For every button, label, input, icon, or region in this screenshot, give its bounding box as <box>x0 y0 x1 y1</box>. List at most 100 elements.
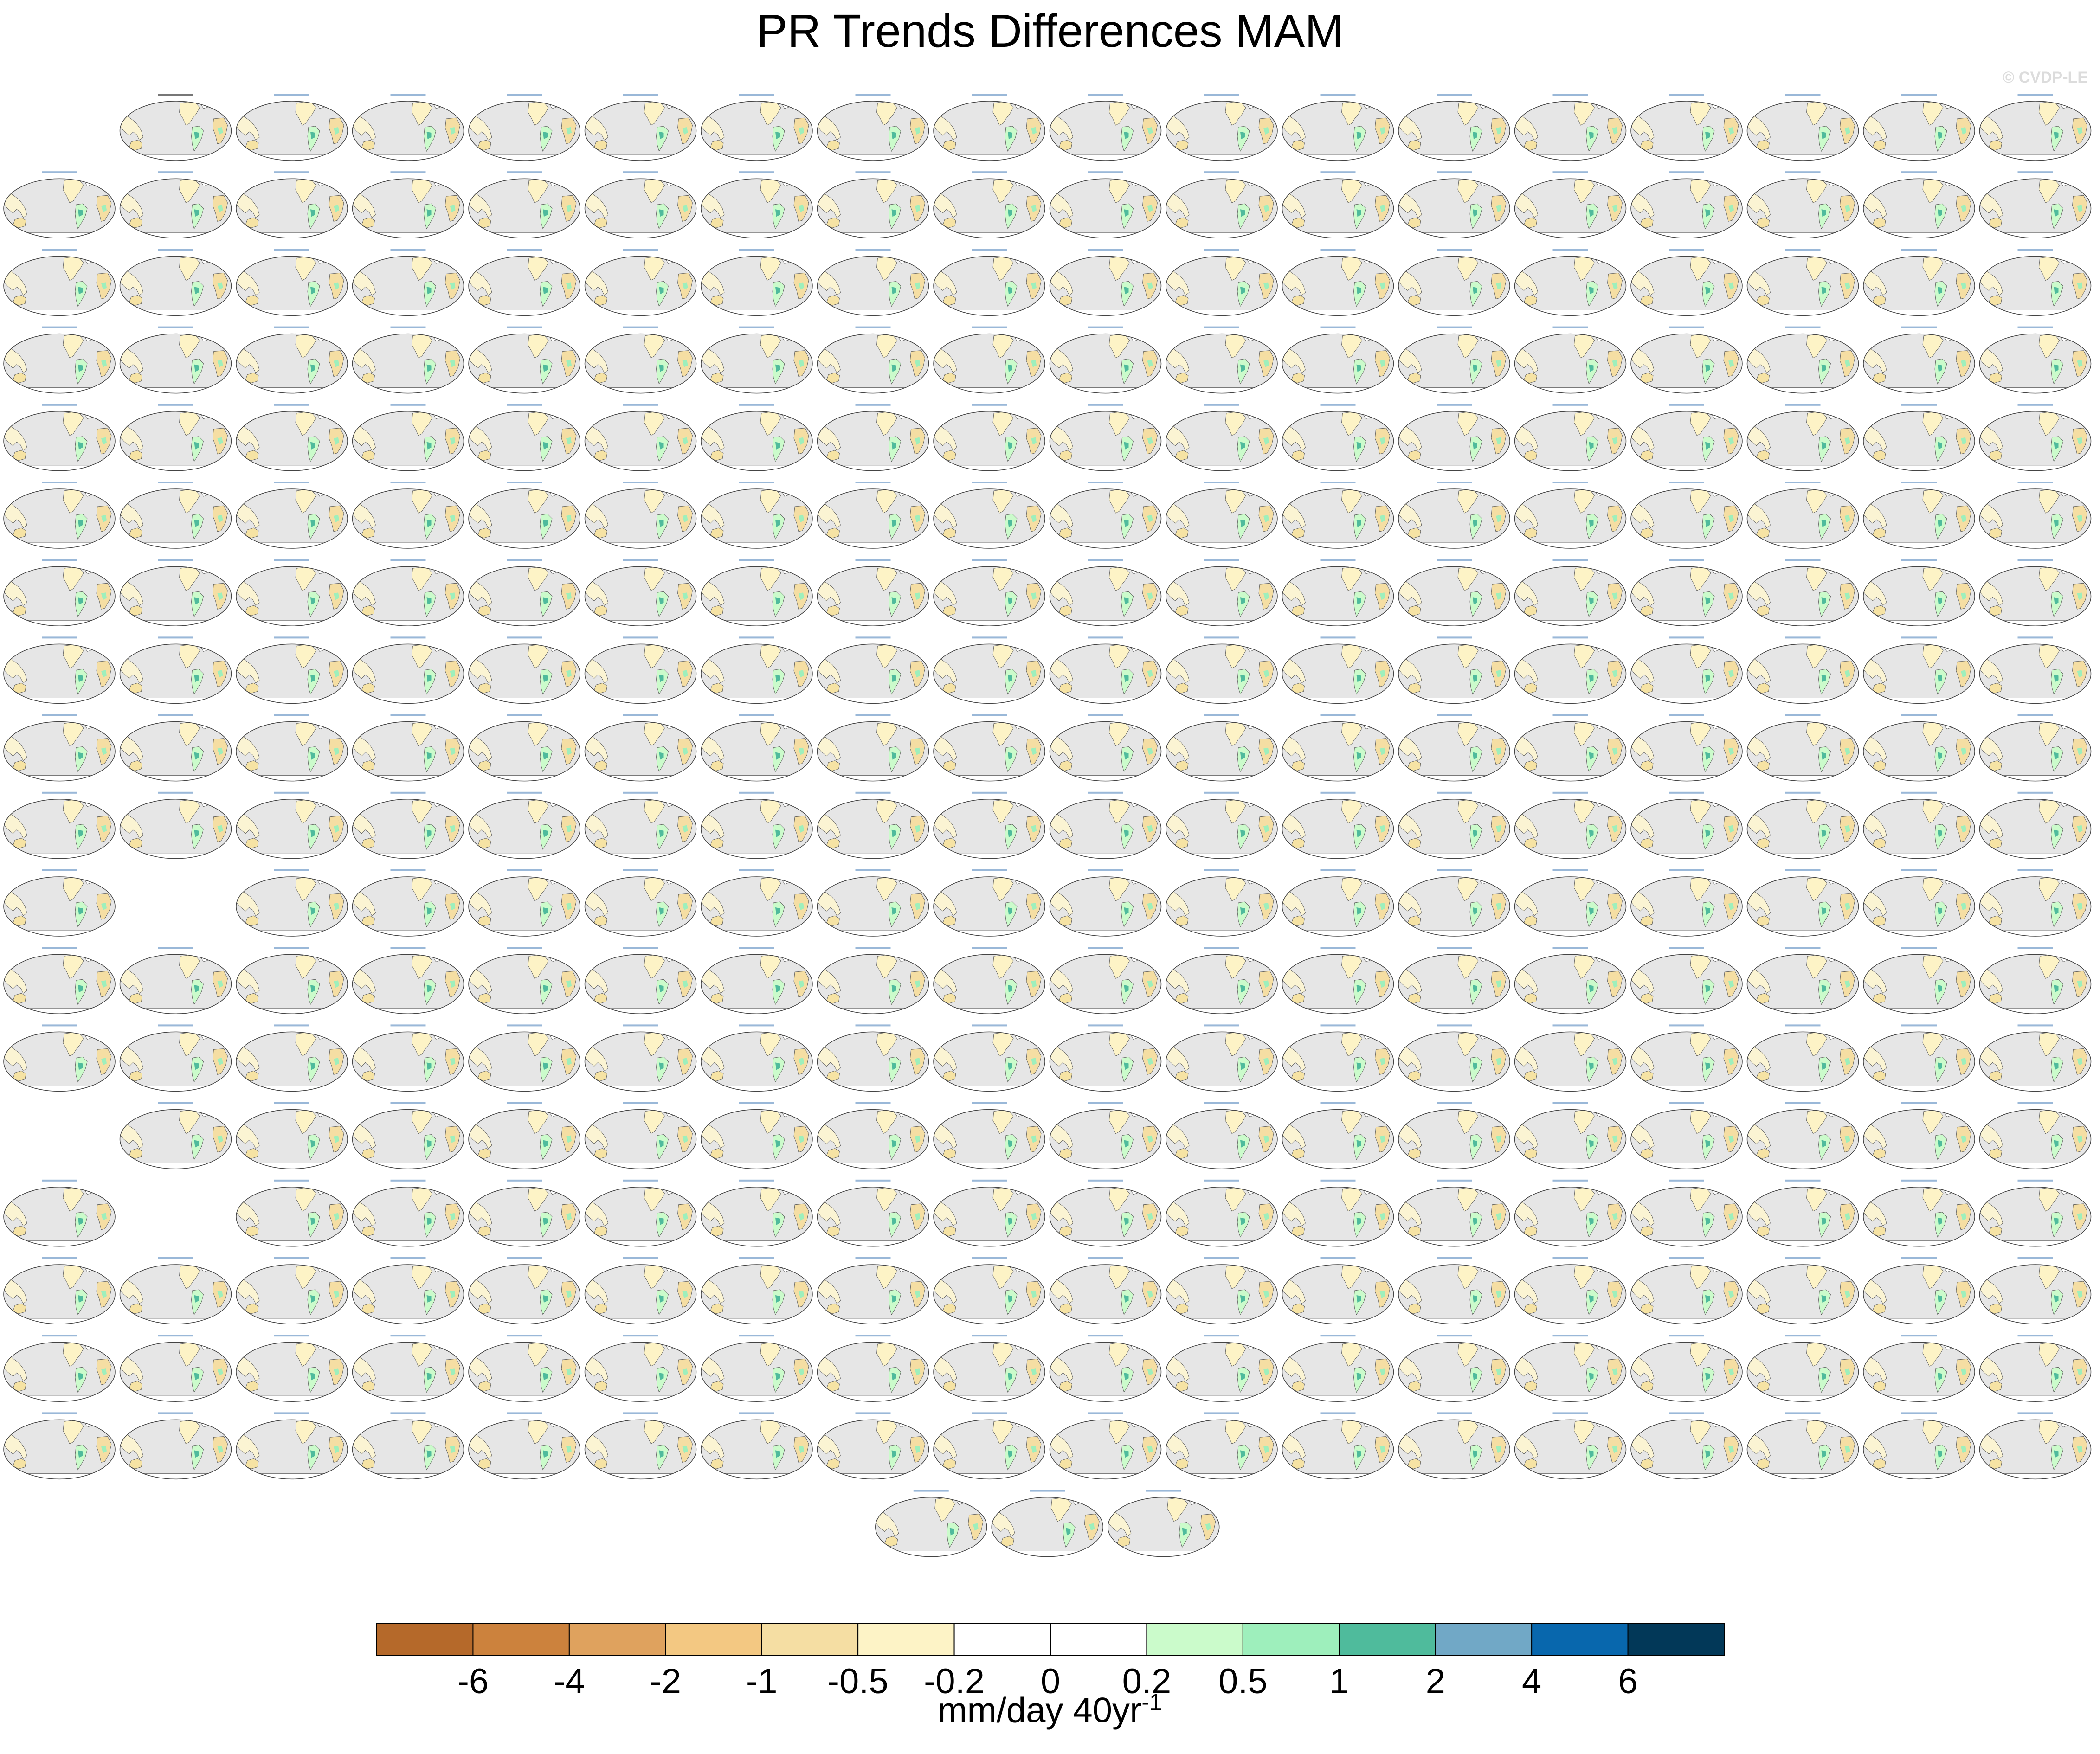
map-panel <box>1398 171 1510 238</box>
map-panel <box>1282 1024 1394 1091</box>
map-panel <box>4 1335 115 1401</box>
panel-title-mark <box>1669 326 1704 328</box>
panel-title-mark <box>1785 249 1821 251</box>
map-panel <box>818 1412 929 1479</box>
map-panel <box>1515 1102 1626 1169</box>
map-panel <box>1980 559 2091 626</box>
panel-title-mark <box>1901 326 1937 328</box>
panel-title-mark <box>1320 714 1356 716</box>
panel-title-mark <box>623 94 658 96</box>
map-panel <box>236 1412 348 1479</box>
panel-title-mark <box>1320 1179 1356 1182</box>
panel-title-mark <box>1320 636 1356 639</box>
map-panel <box>876 1490 987 1557</box>
panel-layer <box>4 94 2091 1557</box>
map-panel <box>236 1179 348 1246</box>
map-panel <box>1515 1257 1626 1324</box>
map-panel <box>701 249 812 315</box>
map-panel <box>4 326 115 393</box>
panel-title-mark <box>1204 947 1239 949</box>
panel-title-mark <box>1320 559 1356 561</box>
map-panel <box>934 249 1045 315</box>
panel-title-mark <box>1088 1257 1123 1259</box>
panel-title-mark <box>390 171 426 173</box>
colorbar-box <box>376 1623 474 1656</box>
panel-title-mark <box>2017 94 2053 96</box>
panel-title-mark <box>739 482 774 483</box>
map-panel <box>120 947 232 1014</box>
map-panel <box>818 1102 929 1169</box>
map-panel <box>1398 1412 1510 1479</box>
map-panel <box>1980 714 2091 781</box>
map-panel <box>1747 1102 1859 1169</box>
map-panel <box>1398 249 1510 315</box>
map-panel <box>1282 947 1394 1014</box>
panel-title-mark <box>1669 1412 1704 1414</box>
panel-title-mark <box>390 1335 426 1337</box>
panel-title-mark <box>1204 94 1239 96</box>
panel-title-mark <box>739 1257 774 1259</box>
panel-title-mark <box>507 636 542 639</box>
map-panel <box>1980 1102 2091 1169</box>
map-panel <box>818 404 929 471</box>
panel-title-mark <box>1901 1179 1937 1182</box>
map-panel <box>1050 869 1161 936</box>
panel-title-mark <box>1552 249 1588 251</box>
panel-title-mark <box>507 559 542 561</box>
map-panel <box>1515 94 1626 161</box>
panel-title-mark <box>1901 249 1937 251</box>
map-panel <box>120 636 232 703</box>
panel-title-mark <box>390 791 426 794</box>
map-panel <box>1631 249 1742 315</box>
map-panel <box>1282 94 1394 161</box>
panel-title-mark <box>739 249 774 251</box>
colorbar-boxes <box>376 1623 1725 1656</box>
map-panel <box>1108 1490 1219 1557</box>
panel-title-mark <box>1552 1179 1588 1182</box>
panel-title-mark <box>274 947 309 949</box>
panel-title-mark <box>1901 94 1937 96</box>
panel-title-mark <box>1552 947 1588 949</box>
panel-title-mark <box>2017 1179 2053 1182</box>
map-panel <box>1747 404 1859 471</box>
map-panel <box>1980 869 2091 936</box>
panel-title-mark <box>507 404 542 406</box>
panel-title-mark <box>1204 1335 1239 1337</box>
map-panel <box>701 171 812 238</box>
map-panel <box>701 559 812 626</box>
map-panel <box>1631 947 1742 1014</box>
panel-title-mark <box>1669 94 1704 96</box>
map-panel <box>1631 791 1742 859</box>
map-panel <box>1980 1335 2091 1401</box>
map-panel <box>1747 714 1859 781</box>
panel-title-mark <box>739 947 774 949</box>
map-panel <box>1398 94 1510 161</box>
map-panel <box>1631 326 1742 393</box>
panel-title-mark <box>855 1024 891 1027</box>
panel-title-mark <box>855 94 891 96</box>
map-panel <box>353 482 464 548</box>
panel-title-mark <box>1901 636 1937 639</box>
map-panel <box>1747 1257 1859 1324</box>
panel-title-mark <box>1204 559 1239 561</box>
panel-title-mark <box>1204 636 1239 639</box>
map-panel <box>1980 791 2091 859</box>
map-panel <box>1166 326 1277 393</box>
map-panel <box>236 559 348 626</box>
map-panel <box>1515 171 1626 238</box>
map-panel <box>1863 482 1975 548</box>
panel-title-mark <box>1669 1257 1704 1259</box>
panel-title-mark <box>972 1102 1007 1104</box>
panel-title-mark <box>158 1024 193 1027</box>
panel-title-mark <box>390 1024 426 1027</box>
panel-title-mark <box>158 947 193 949</box>
panel-title-mark <box>739 171 774 173</box>
map-panel <box>1631 559 1742 626</box>
panel-title-mark <box>1320 171 1356 173</box>
panel-title-mark <box>1030 1490 1065 1492</box>
map-panel <box>1398 404 1510 471</box>
map-panel <box>1863 791 1975 859</box>
map-panel <box>1980 1024 2091 1091</box>
map-panel <box>1515 1412 1626 1479</box>
panel-title-mark <box>1088 714 1123 716</box>
